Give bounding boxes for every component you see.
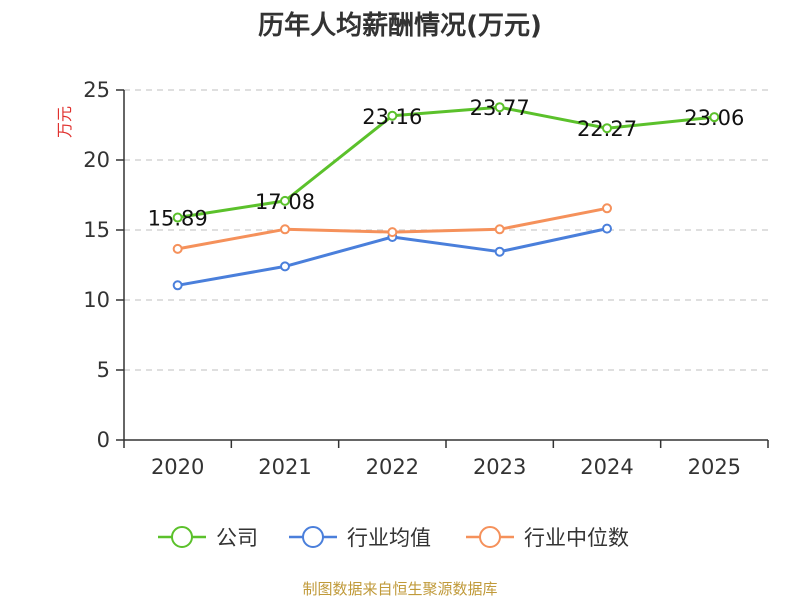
source-note: 制图数据来自恒生聚源数据库 <box>302 580 497 598</box>
x-tick-label-2025: 2025 <box>688 455 741 479</box>
point-s0-2022 <box>387 110 398 121</box>
point-s1-2023 <box>494 246 505 257</box>
data-label-2024: 22.27 <box>577 117 637 141</box>
legend-label: 公司 <box>216 526 258 550</box>
series-line-0 <box>177 105 715 220</box>
point-s2-2023 <box>494 224 505 235</box>
point-s1-2024 <box>602 223 612 234</box>
point-s0-2020 <box>172 212 183 223</box>
y-tick-label-5: 25 <box>83 78 110 102</box>
point-s2-2020 <box>172 243 183 254</box>
legend-item-2[interactable]: 行业中位数 <box>466 526 629 550</box>
x-tick-label-2024: 2024 <box>580 455 633 479</box>
point-s2-2021 <box>280 224 290 235</box>
series-lines <box>172 102 720 291</box>
point-s0-2024 <box>602 123 612 134</box>
x-tick-label-2023: 2023 <box>473 455 526 479</box>
x-tick-label-2020: 2020 <box>151 455 204 479</box>
data-label-2020: 15.89 <box>148 207 208 231</box>
legend-label: 行业均值 <box>347 526 431 550</box>
data-labels: 15.89 17.08 23.16 23.77 22.27 23.06 <box>148 96 745 230</box>
legend-swatch-marker <box>479 526 501 548</box>
chart-title: 历年人均薪酬情况(万元) <box>258 10 542 41</box>
y-tick-label-3: 15 <box>83 218 110 242</box>
data-label-2022: 23.16 <box>362 105 422 129</box>
data-label-2025: 23.06 <box>684 106 744 130</box>
point-s0-2023 <box>494 102 505 113</box>
point-s2-2024 <box>602 203 612 214</box>
legend-item-0[interactable]: 公司 <box>158 526 258 550</box>
legend-item-1[interactable]: 行业均值 <box>289 526 431 550</box>
x-tick-label-2022: 2022 <box>366 455 419 479</box>
legend-swatch-marker <box>171 526 193 548</box>
point-s1-2020 <box>172 280 183 291</box>
data-label-2021: 17.08 <box>255 190 315 214</box>
point-s0-2025 <box>709 112 720 123</box>
y-tick-label-4: 20 <box>83 148 110 172</box>
legend: 公司 行业均值 行业中位数 <box>158 526 629 550</box>
point-s1-2021 <box>280 261 290 272</box>
y-axis-label: 万元 <box>55 106 74 138</box>
legend-swatch-marker <box>302 526 324 548</box>
x-tick-label-2021: 2021 <box>258 455 311 479</box>
y-tick-label-0: 0 <box>97 428 110 452</box>
data-label-2023: 23.77 <box>470 96 530 120</box>
point-s2-2022 <box>387 227 398 238</box>
legend-label: 行业中位数 <box>524 526 629 550</box>
y-tick-label-2: 10 <box>83 288 110 312</box>
y-tick-label-1: 5 <box>97 358 110 382</box>
point-s0-2021 <box>280 195 290 206</box>
